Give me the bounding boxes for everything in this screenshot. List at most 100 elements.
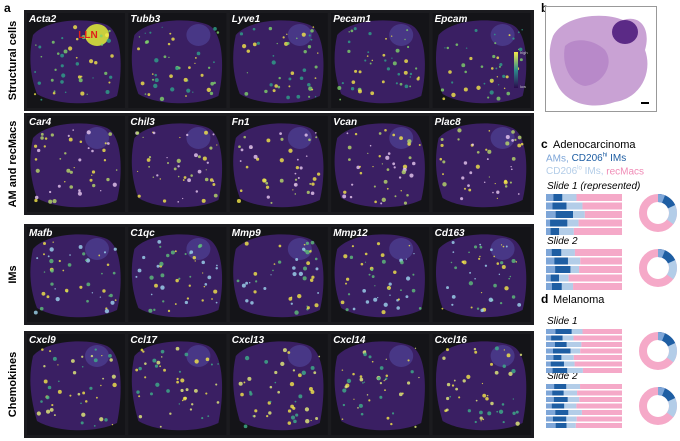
signal	[37, 148, 41, 153]
signal	[418, 376, 420, 379]
donut-segment	[639, 249, 677, 287]
signal	[64, 288, 69, 293]
signal	[149, 31, 152, 34]
signal	[517, 135, 522, 140]
composition-segment	[563, 361, 575, 367]
signal	[474, 277, 476, 280]
signal	[287, 421, 292, 425]
donut-segment	[639, 332, 677, 370]
signal	[40, 55, 43, 58]
signal	[414, 347, 417, 349]
signal	[493, 283, 497, 288]
signal	[379, 366, 384, 370]
gene-label: Fn1	[232, 117, 250, 128]
signal	[462, 379, 466, 383]
signal	[445, 408, 449, 412]
signal	[385, 377, 388, 380]
signal	[490, 67, 494, 70]
signal	[517, 193, 520, 195]
signal	[148, 156, 152, 159]
signal	[446, 286, 449, 290]
signal	[192, 255, 197, 260]
signal	[368, 32, 372, 36]
signal	[468, 188, 472, 192]
signal	[177, 165, 180, 168]
signal	[391, 57, 393, 59]
gene-label: Tubb3	[130, 14, 160, 25]
signal	[78, 189, 81, 192]
signal	[440, 143, 444, 148]
signal	[318, 355, 321, 358]
signal	[44, 137, 48, 140]
signal	[470, 306, 473, 309]
composition-segment	[555, 423, 567, 428]
signal	[305, 241, 309, 245]
signal	[206, 161, 209, 164]
signal	[404, 59, 408, 63]
signal	[276, 42, 278, 45]
signal	[299, 76, 304, 81]
signal	[204, 283, 208, 286]
signal	[345, 308, 349, 312]
signal	[154, 364, 159, 368]
signal	[207, 275, 212, 280]
signal	[147, 93, 151, 96]
signal	[144, 376, 147, 379]
signal	[386, 67, 391, 71]
signal	[450, 261, 453, 264]
signal	[188, 66, 191, 69]
signal	[294, 178, 298, 181]
signal	[395, 82, 398, 85]
signal	[212, 180, 215, 182]
signal	[451, 303, 454, 306]
signal	[138, 36, 141, 38]
signal	[312, 26, 315, 28]
signal	[82, 391, 86, 395]
signal	[239, 189, 243, 192]
tile: Acta2	[27, 13, 125, 108]
signal	[210, 363, 213, 366]
signal	[100, 384, 102, 387]
signal	[461, 260, 465, 264]
signal	[480, 420, 482, 422]
composition-segment	[551, 403, 565, 409]
signal	[211, 298, 213, 300]
signal	[240, 392, 244, 397]
signal	[468, 251, 470, 254]
signal	[481, 382, 484, 385]
signal	[62, 269, 65, 272]
signal	[498, 84, 500, 86]
composition-segment	[567, 257, 581, 265]
signal	[142, 136, 144, 139]
signal	[60, 64, 64, 68]
signal	[500, 261, 504, 265]
composition-segment	[553, 194, 563, 201]
signal	[151, 78, 155, 81]
signal	[493, 33, 496, 36]
signal	[57, 364, 59, 366]
signal	[153, 308, 156, 312]
legend-text: CD206	[571, 153, 603, 165]
tile: Cxcl14	[331, 334, 430, 435]
signal	[400, 260, 404, 265]
composition-segment	[551, 283, 562, 290]
signal	[494, 346, 499, 351]
signal	[207, 66, 211, 69]
signal	[310, 366, 315, 370]
signal	[455, 387, 459, 391]
composition-segment	[582, 329, 622, 334]
composition-segment	[546, 266, 556, 273]
signal	[407, 139, 412, 144]
signal	[369, 62, 372, 65]
signal	[446, 382, 451, 387]
signal	[166, 161, 170, 165]
tile: Chil3	[128, 116, 227, 212]
signal	[170, 87, 175, 92]
signal	[160, 356, 163, 358]
signal	[216, 144, 218, 146]
signal	[496, 56, 500, 60]
signal	[293, 419, 297, 424]
panel-title: Melanoma	[553, 294, 605, 306]
lymph-node	[490, 127, 515, 149]
signal	[305, 419, 310, 424]
